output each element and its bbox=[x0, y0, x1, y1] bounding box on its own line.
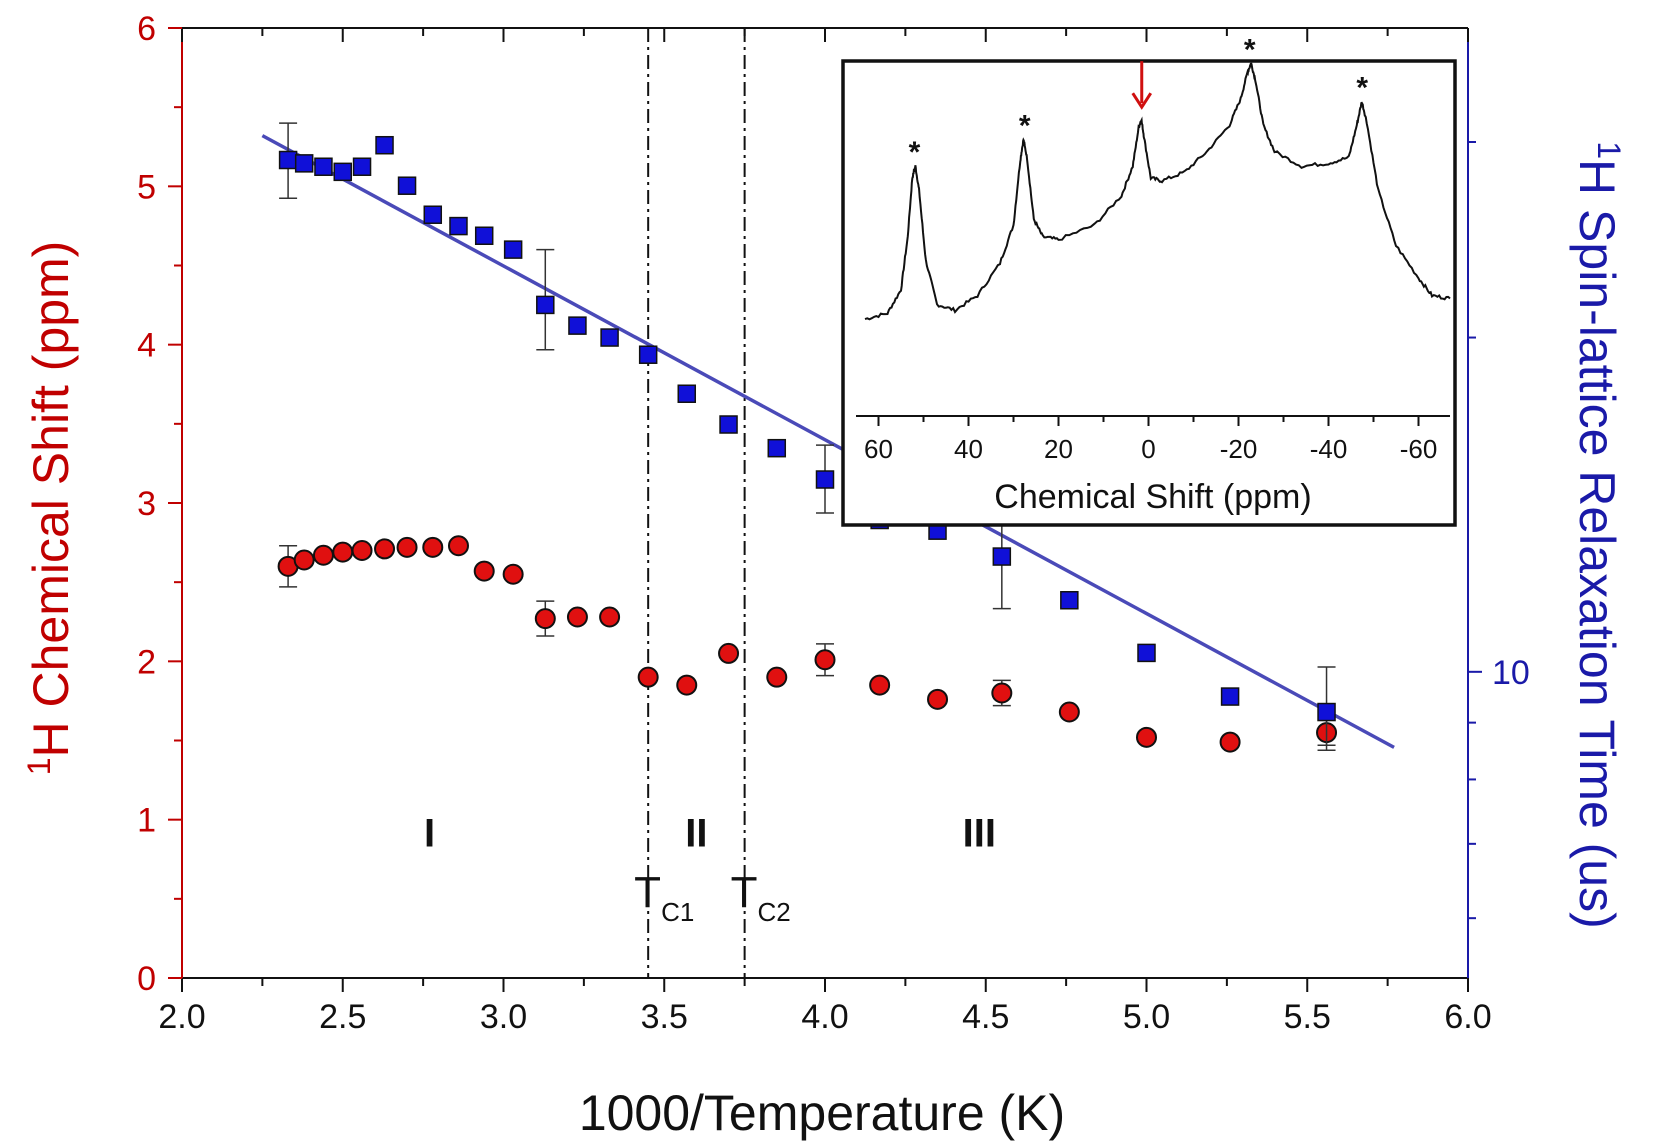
left-axis-label-sup: 1 bbox=[21, 758, 57, 776]
x-tick-label: 3.5 bbox=[641, 998, 688, 1036]
relaxation-time-point bbox=[1317, 702, 1336, 722]
relaxation-time-point bbox=[600, 328, 619, 347]
peak-star: * bbox=[1244, 33, 1256, 66]
x-tick-label: 3.0 bbox=[480, 998, 527, 1036]
relaxation-time-point bbox=[719, 415, 738, 434]
chemical-shift-point bbox=[422, 536, 444, 558]
right-tick-label: 10 bbox=[1492, 654, 1530, 692]
inset-plot: 60 40 20 0 -20 -40 -60 Chemical Shift (ppm) * * * * bbox=[841, 33, 1457, 527]
relaxation-time-point bbox=[1220, 687, 1240, 706]
relaxation-time-point bbox=[333, 162, 352, 182]
x-tick-label: 4.5 bbox=[962, 998, 1009, 1036]
relaxation-time-point bbox=[474, 226, 494, 246]
relaxation-time-point bbox=[423, 205, 443, 224]
chemical-shift-point bbox=[814, 649, 836, 671]
inset-x-tick-label: -40 bbox=[1310, 434, 1348, 464]
chemical-shift-point bbox=[374, 538, 396, 560]
relaxation-time-point bbox=[314, 157, 333, 176]
chemical-shift-point bbox=[869, 674, 891, 696]
x-tick-label: 5.0 bbox=[1123, 998, 1170, 1036]
chemical-shift-point bbox=[473, 560, 495, 582]
chemical-shift-point bbox=[396, 536, 418, 558]
inset-x-tick-label: 20 bbox=[1044, 434, 1073, 464]
chemical-shift-point bbox=[718, 642, 740, 664]
relaxation-time-point bbox=[503, 240, 523, 259]
transition-label: TC2 bbox=[731, 868, 791, 927]
fit-line bbox=[261, 134, 1395, 749]
chemical-shift-point bbox=[534, 608, 556, 630]
relaxation-time-point bbox=[397, 176, 417, 195]
right-axis-label-sup: 1 bbox=[1591, 141, 1627, 159]
chemical-shift-point bbox=[566, 606, 588, 628]
x-tick-label: 6.0 bbox=[1444, 998, 1491, 1036]
region-label: II bbox=[685, 812, 707, 856]
right-axis-label: 1H Spin-lattice Relaxation Time (us) bbox=[1569, 141, 1627, 929]
x-tick-label: 4.0 bbox=[801, 998, 848, 1036]
chemical-shift-point bbox=[312, 544, 334, 566]
svg-text:1H Chemical Shift (ppm): 1H Chemical Shift (ppm) bbox=[21, 241, 79, 776]
relaxation-time-point bbox=[677, 384, 697, 403]
chemical-shift-point bbox=[599, 606, 621, 628]
region-label: III bbox=[963, 812, 996, 856]
relaxation-time-point bbox=[536, 295, 555, 315]
relaxation-time-point bbox=[568, 316, 587, 335]
relaxation-time-point bbox=[294, 154, 314, 173]
relaxation-time-point bbox=[1060, 590, 1079, 610]
chemical-shift-point bbox=[293, 549, 315, 571]
chemical-shift-point bbox=[332, 541, 354, 563]
relaxation-time-point bbox=[638, 345, 658, 364]
relaxation-time-point bbox=[278, 150, 298, 170]
x-axis-label: 1000/Temperature (K) bbox=[579, 1085, 1065, 1141]
peak-star: * bbox=[1356, 72, 1368, 105]
peak-star: * bbox=[909, 136, 921, 169]
inset-x-tick-label: -20 bbox=[1220, 434, 1258, 464]
inset-x-tick-label: -60 bbox=[1400, 434, 1438, 464]
left-tick-label: 6 bbox=[137, 10, 156, 48]
relaxation-time-point bbox=[992, 547, 1012, 566]
x-tick-label: 2.5 bbox=[319, 998, 366, 1036]
chemical-shift-point bbox=[1136, 726, 1157, 748]
peak-arrowhead bbox=[1131, 92, 1153, 110]
relaxation-time-point bbox=[375, 135, 394, 155]
inset-x-axis-label: Chemical Shift (ppm) bbox=[994, 478, 1311, 516]
left-tick-label: 1 bbox=[137, 802, 156, 840]
left-axis-label-text: H Chemical Shift (ppm) bbox=[23, 241, 79, 758]
chemical-shift-point bbox=[1219, 731, 1241, 753]
relaxation-time-point bbox=[352, 157, 372, 176]
chemical-shift-point bbox=[991, 682, 1013, 704]
svg-text:1H Spin-lattice Relaxation Tim: 1H Spin-lattice Relaxation Time (us) bbox=[1569, 141, 1627, 929]
left-tick-label: 0 bbox=[137, 960, 156, 998]
chemical-shift-point bbox=[351, 540, 373, 561]
x-tick-label: 2.0 bbox=[158, 998, 205, 1036]
chemical-shift-point bbox=[637, 666, 659, 688]
relaxation-time-point bbox=[1137, 643, 1156, 663]
chemical-shift-point bbox=[502, 563, 524, 585]
chemical-shift-point bbox=[676, 674, 698, 696]
left-tick-label: 5 bbox=[137, 168, 156, 206]
chemical-shift-point bbox=[447, 535, 469, 557]
chemical-shift-point bbox=[927, 688, 949, 710]
relaxation-time-point bbox=[767, 438, 787, 458]
left-tick-label: 2 bbox=[137, 643, 156, 681]
inset-x-tick-label: 60 bbox=[864, 434, 893, 464]
inset-x-tick-label: 40 bbox=[954, 434, 983, 464]
chemical-shift-point bbox=[766, 666, 788, 688]
relaxation-time-point bbox=[815, 470, 835, 489]
transition-label: TC1 bbox=[634, 868, 694, 927]
nmr-spectrum bbox=[864, 62, 1451, 321]
chemical-shift-point bbox=[1058, 701, 1080, 723]
x-tick-label: 5.5 bbox=[1284, 998, 1331, 1036]
left-axis-label: 1H Chemical Shift (ppm) bbox=[21, 241, 79, 776]
left-tick-label: 4 bbox=[137, 327, 156, 365]
right-axis-label-text: H Spin-lattice Relaxation Time (us) bbox=[1569, 159, 1625, 929]
relaxation-time-point bbox=[449, 216, 468, 236]
inset-x-tick-label: 0 bbox=[1141, 434, 1155, 464]
region-label: I bbox=[424, 812, 435, 856]
peak-star: * bbox=[1019, 110, 1031, 143]
left-tick-label: 3 bbox=[137, 485, 156, 523]
